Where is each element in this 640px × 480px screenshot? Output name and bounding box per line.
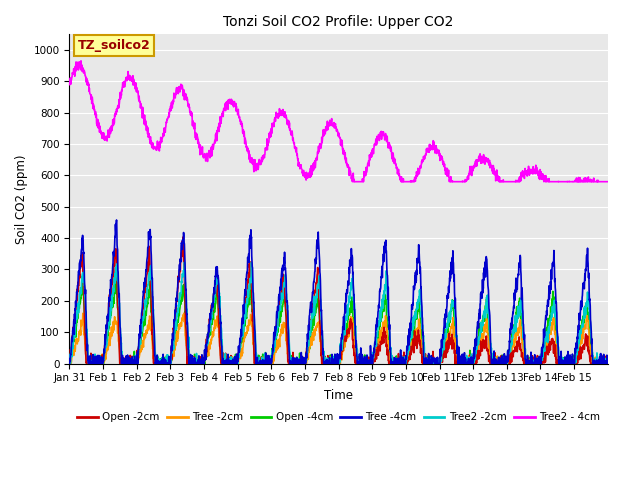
- Title: Tonzi Soil CO2 Profile: Upper CO2: Tonzi Soil CO2 Profile: Upper CO2: [223, 15, 454, 29]
- Legend: Open -2cm, Tree -2cm, Open -4cm, Tree -4cm, Tree2 -2cm, Tree2 - 4cm: Open -2cm, Tree -2cm, Open -4cm, Tree -4…: [74, 408, 604, 427]
- Y-axis label: Soil CO2 (ppm): Soil CO2 (ppm): [15, 154, 28, 244]
- Text: TZ_soilco2: TZ_soilco2: [77, 39, 150, 52]
- X-axis label: Time: Time: [324, 389, 353, 402]
